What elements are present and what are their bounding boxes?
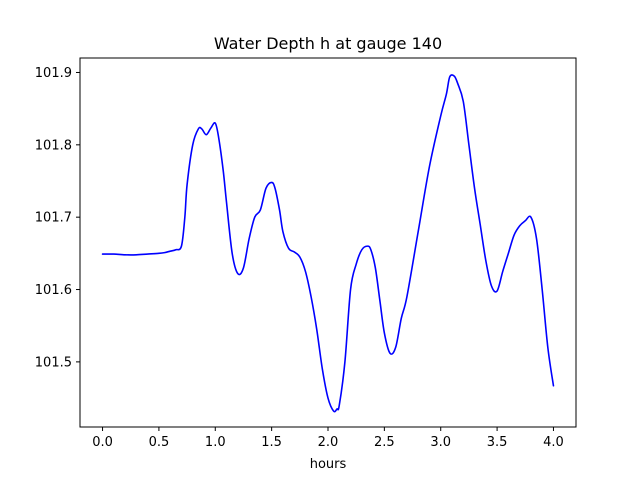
y-tick-label: 101.9	[35, 66, 72, 81]
plot-area-frame	[79, 57, 577, 428]
y-tick-label: 101.7	[35, 211, 72, 226]
x-tick-label: 3.0	[430, 435, 451, 450]
x-tick-label: 4.0	[543, 435, 564, 450]
x-tick-label: 2.5	[374, 435, 395, 450]
x-tick-label: 0.0	[92, 435, 113, 450]
y-axis-ticks: 101.5 101.6 101.7 101.8 101.9	[35, 66, 80, 370]
x-tick-label: 1.0	[205, 435, 226, 450]
chart-title: Water Depth h at gauge 140	[214, 34, 442, 53]
x-tick-label: 2.0	[318, 435, 339, 450]
series-line	[101, 74, 555, 413]
x-axis-ticks: 0.0 0.5 1.0 1.5 2.0 2.5 3.0 3.5 4.0	[92, 427, 564, 450]
x-tick-label: 1.5	[261, 435, 282, 450]
y-tick-label: 101.5	[35, 355, 72, 370]
y-tick-label: 101.8	[35, 138, 72, 153]
x-tick-label: 0.5	[149, 435, 170, 450]
x-tick-label: 3.5	[487, 435, 508, 450]
x-axis-label: hours	[310, 457, 347, 472]
y-tick-label: 101.6	[35, 283, 72, 298]
